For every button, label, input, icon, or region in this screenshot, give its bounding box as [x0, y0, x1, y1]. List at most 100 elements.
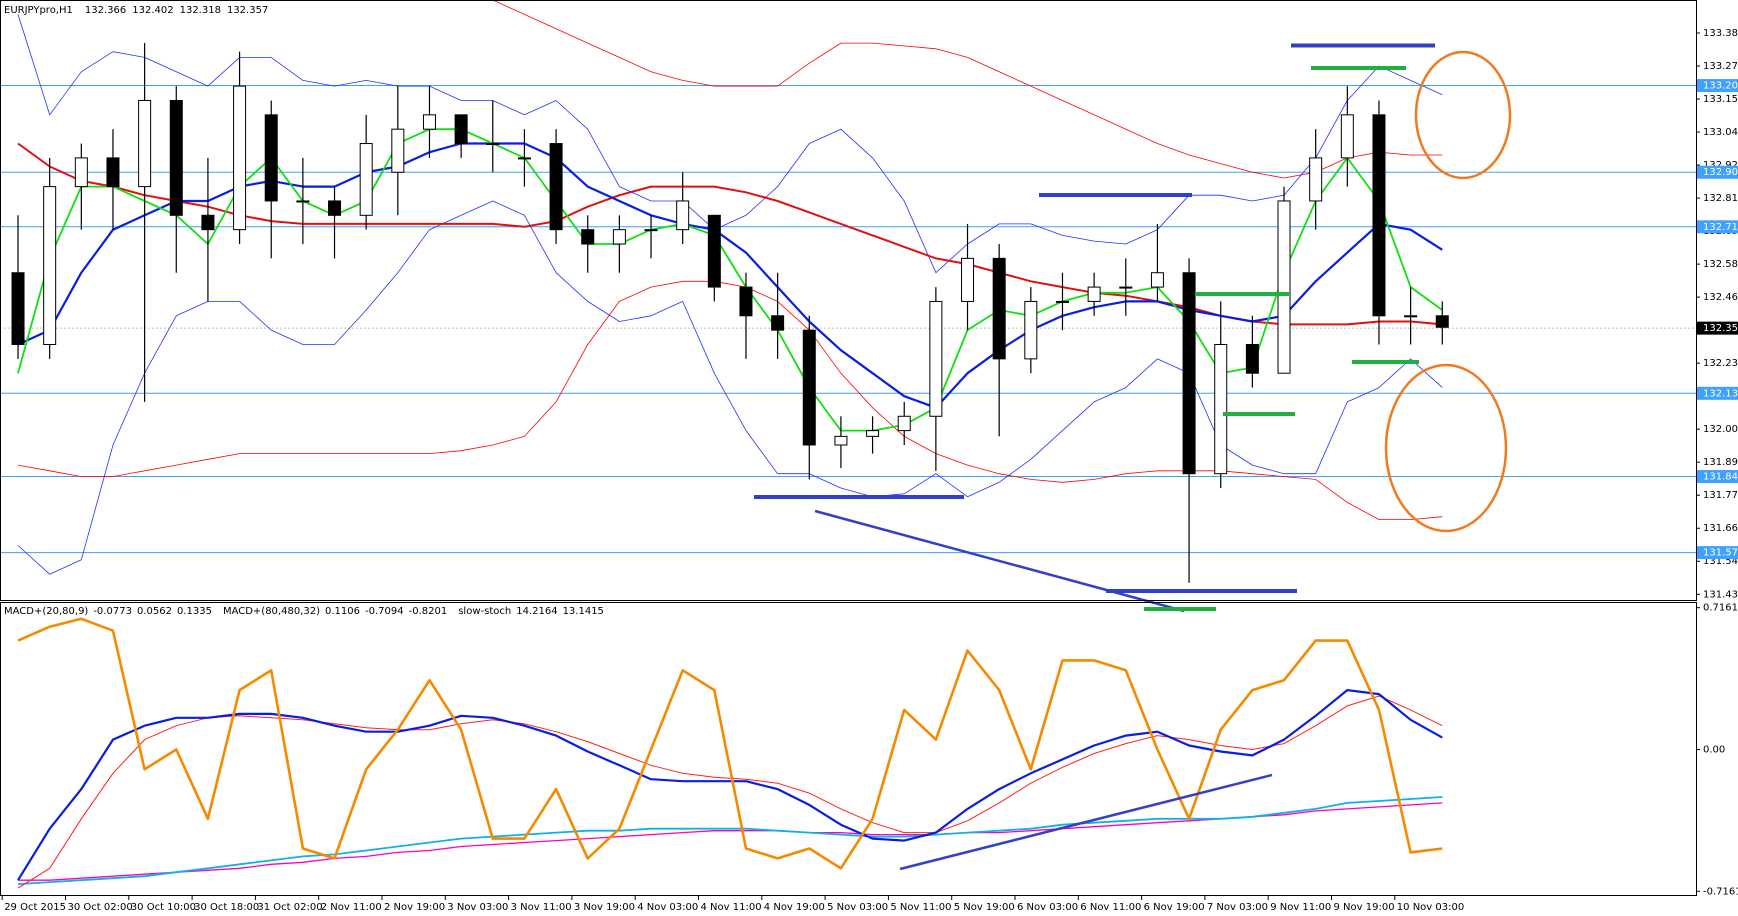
candle-body — [1119, 286, 1133, 289]
y-tick-label: 133.270 — [1703, 61, 1738, 72]
y-tick-label: 0.00 — [1703, 744, 1725, 755]
candle-body — [897, 415, 911, 432]
x-tick-label: 5 Nov 03:00 — [827, 902, 888, 913]
y-tick-label: 132.005 — [1703, 424, 1738, 435]
candle-body — [834, 435, 848, 446]
y-tick-label: 132.465 — [1703, 292, 1738, 303]
ohlc-value: 132.357 — [227, 5, 268, 16]
candle-body — [1055, 300, 1069, 303]
candle-body — [1024, 300, 1038, 360]
ohlc-value: 132.366 — [85, 5, 126, 16]
candle-body — [201, 214, 215, 231]
indicator-value: 0.1335 — [177, 606, 212, 617]
candle-body — [422, 114, 436, 130]
candle-body — [138, 99, 152, 188]
last-price-label: 132.357 — [1703, 323, 1738, 334]
candle-body — [106, 157, 120, 188]
candle-body — [233, 85, 247, 231]
x-tick-label: 5 Nov 19:00 — [954, 902, 1015, 913]
candle-body — [802, 329, 816, 446]
candle-body — [739, 286, 753, 317]
candle-body — [1340, 114, 1354, 159]
indicator-line — [17, 280, 1443, 520]
level-label-box — [1697, 470, 1738, 484]
x-tick-label: 31 Oct 02:00 — [257, 902, 322, 913]
y-tick-label: 131.890 — [1703, 457, 1738, 468]
x-tick-label: 4 Nov 03:00 — [637, 902, 698, 913]
main-panel — [0, 0, 1696, 583]
indicator-value: -0.0773 — [93, 606, 132, 617]
x-tick-label: 10 Nov 03:00 — [1397, 902, 1464, 913]
ohlc-value: 132.402 — [132, 5, 173, 16]
level-label: 133.202 — [1703, 81, 1738, 92]
indicator-line — [17, 689, 1443, 881]
y-tick-label: 132.925 — [1703, 160, 1738, 171]
x-tick-label: 29 Oct 2015 — [4, 902, 66, 913]
x-tick-label: 6 Nov 19:00 — [1144, 902, 1205, 913]
indicator-panel — [17, 617, 1443, 889]
x-tick-label: 3 Nov 11:00 — [511, 902, 572, 913]
candle-body — [929, 300, 943, 417]
indicator-name: slow-stoch — [458, 606, 511, 617]
y-tick-label: 132.235 — [1703, 358, 1738, 369]
labels: 133.385 133.270 133.155 133.040 132.925 132.8… — [1, 5, 1738, 913]
x-tick-label: 9 Nov 19:00 — [1334, 902, 1395, 913]
candle-body — [486, 143, 500, 146]
candle-body — [517, 157, 531, 160]
candle-body — [1245, 343, 1259, 374]
x-tick-label: 7 Nov 03:00 — [1207, 902, 1268, 913]
x-tick-label: 9 Nov 11:00 — [1270, 902, 1331, 913]
y-tick-label: -0.7161 — [1703, 886, 1738, 897]
x-tick-label: 4 Nov 19:00 — [764, 902, 825, 913]
x-tick-label: 6 Nov 11:00 — [1080, 902, 1141, 913]
y-tick-label: 0.7161 — [1703, 603, 1738, 614]
ohlc-value: 132.318 — [180, 5, 221, 16]
candle-body — [296, 200, 310, 203]
candle-body — [676, 200, 690, 231]
y-tick-label: 131.545 — [1703, 556, 1738, 567]
y-tick-label: 133.385 — [1703, 28, 1738, 39]
candle-body — [1182, 272, 1196, 475]
candle-body — [1435, 315, 1449, 328]
indicator-line — [17, 695, 1443, 889]
last-price-box — [1697, 321, 1738, 335]
drawings — [754, 43, 1512, 871]
x-tick-label: 30 Oct 02:00 — [68, 902, 133, 913]
x-tick-label: 4 Nov 11:00 — [701, 902, 762, 913]
candle-body — [961, 257, 975, 302]
x-tick-label: 6 Nov 03:00 — [1017, 902, 1078, 913]
x-tick-label: 2 Nov 11:00 — [321, 902, 382, 913]
indicator-line — [17, 142, 1443, 326]
x-tick-label: 30 Oct 10:00 — [131, 902, 196, 913]
indicator-value: -0.8201 — [409, 606, 448, 617]
level-label-box — [1697, 79, 1738, 93]
candle-body — [74, 157, 88, 188]
indicator-line — [492, 0, 1443, 179]
level-label: 131.840 — [1703, 472, 1738, 483]
candle-body — [1309, 157, 1323, 202]
indicator-line — [17, 142, 1443, 409]
level-label-box — [1697, 220, 1738, 234]
candle-body — [612, 229, 626, 245]
symbol-label: EURJPYpro,H1 — [4, 5, 73, 16]
candle-body — [359, 143, 373, 216]
highlight-ellipse — [1384, 363, 1508, 533]
level-label-box — [1697, 546, 1738, 560]
indicator-value: 13.1415 — [563, 606, 604, 617]
candle-body — [581, 229, 595, 245]
level-label-box — [1697, 386, 1738, 400]
y-tick-label: 133.155 — [1703, 94, 1738, 105]
indicator-value: 0.0562 — [137, 606, 172, 617]
indicator-line — [17, 128, 1443, 432]
indicator-line — [18, 802, 1443, 881]
candle-body — [644, 229, 658, 232]
indicator-value: 0.1106 — [325, 606, 360, 617]
indicator-line — [17, 200, 1443, 575]
level-label: 131.575 — [1703, 548, 1738, 559]
x-tick-label: 2 Nov 19:00 — [384, 902, 445, 913]
level-label-box — [1697, 165, 1738, 179]
y-tick-label: 131.775 — [1703, 490, 1738, 501]
indicator-name: MACD+(20,80,9) — [4, 606, 88, 617]
